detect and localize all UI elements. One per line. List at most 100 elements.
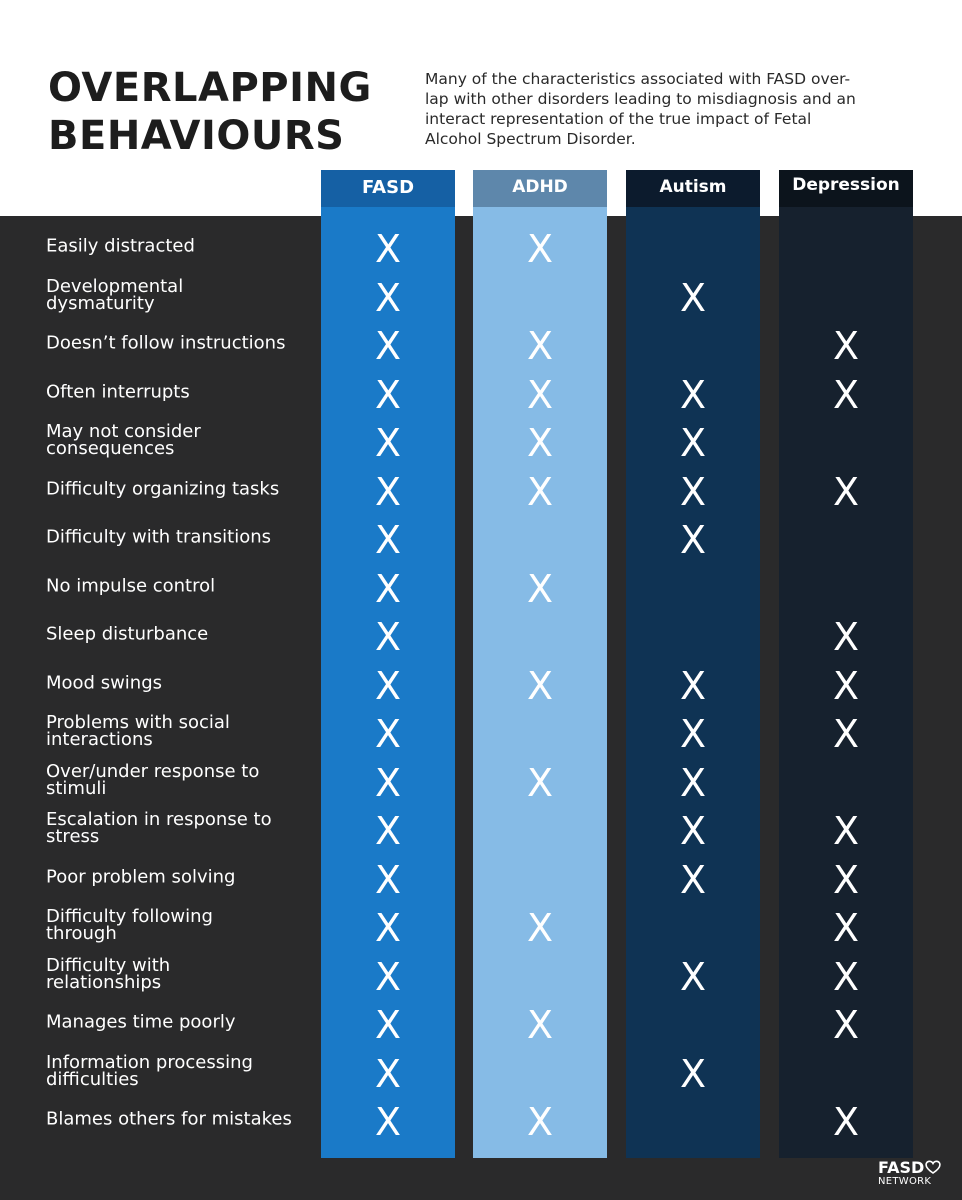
behaviour-label: Blames others for mistakes <box>46 1108 292 1130</box>
x-mark-fasd: X <box>374 469 402 514</box>
x-mark-fasd: X <box>374 1100 402 1145</box>
heart-icon <box>925 1160 942 1174</box>
x-mark-adhd: X <box>526 663 554 708</box>
x-mark-adhd: X <box>526 760 554 805</box>
x-mark-adhd: X <box>526 1100 554 1145</box>
x-mark-fasd: X <box>374 421 402 466</box>
x-mark-autism: X <box>679 809 707 854</box>
column-header-depression: Depression <box>779 170 913 207</box>
x-mark-fasd: X <box>374 663 402 708</box>
table-row: No impulse control X X <box>0 562 962 611</box>
x-mark-depression: X <box>832 615 860 660</box>
behaviour-label: Difficulty with transitions <box>46 526 272 548</box>
x-mark-depression: X <box>832 906 860 951</box>
logo-subtitle: NETWORK <box>878 1176 932 1187</box>
behaviour-label: Escalation in response to stress <box>46 809 272 848</box>
behaviour-label: Easily distracted <box>46 235 195 257</box>
x-mark-fasd: X <box>374 857 402 902</box>
x-mark-depression: X <box>832 372 860 417</box>
behaviour-label: Mood swings <box>46 672 163 694</box>
x-mark-fasd: X <box>374 227 402 272</box>
table-row: Difficulty organizing tasks X X X X <box>0 465 962 514</box>
behaviour-label: Problems with social interactions <box>46 712 230 751</box>
x-mark-adhd: X <box>526 566 554 611</box>
behaviour-label: Often interrupts <box>46 381 190 403</box>
x-mark-autism: X <box>679 760 707 805</box>
table-row: Mood swings X X X X <box>0 659 962 708</box>
behaviour-label: Information processing difficulties <box>46 1051 253 1090</box>
x-mark-autism: X <box>679 372 707 417</box>
behaviour-label: Sleep disturbance <box>46 623 209 645</box>
x-mark-depression: X <box>832 712 860 757</box>
x-mark-adhd: X <box>526 324 554 369</box>
x-mark-fasd: X <box>374 1051 402 1096</box>
x-mark-depression: X <box>832 1003 860 1048</box>
header-panel: OVERLAPPING BEHAVIOURS Many of the chara… <box>0 0 962 216</box>
table-row: Doesn’t follow instructions X X X <box>0 319 962 368</box>
table-row: Problems with social interactions X X X <box>0 707 962 756</box>
behaviour-label: Poor problem solving <box>46 866 236 888</box>
table-row: Developmental dysmaturity X X <box>0 271 962 320</box>
table-row: Over/under response to stimuli X X X <box>0 756 962 805</box>
column-band-adhd <box>473 207 607 1158</box>
table-row: Often interrupts X X X X <box>0 368 962 417</box>
fasd-network-logo: FASD NETWORK <box>878 1159 948 1188</box>
behaviour-label: Developmental dysmaturity <box>46 275 184 314</box>
x-mark-adhd: X <box>526 421 554 466</box>
x-mark-autism: X <box>679 518 707 563</box>
x-mark-adhd: X <box>526 1003 554 1048</box>
column-adhd: ADHD <box>473 170 607 1158</box>
x-mark-fasd: X <box>374 1003 402 1048</box>
table-row: Poor problem solving X X X <box>0 853 962 902</box>
behaviour-label: Manages time poorly <box>46 1011 236 1033</box>
behaviour-label: May not consider consequences <box>46 421 201 460</box>
column-band-fasd <box>321 207 455 1158</box>
x-mark-fasd: X <box>374 518 402 563</box>
x-mark-depression: X <box>832 809 860 854</box>
table-row: Escalation in response to stress X X X <box>0 804 962 853</box>
x-mark-fasd: X <box>374 809 402 854</box>
table-row: Easily distracted X X <box>0 222 962 271</box>
table-row: May not consider consequences X X X <box>0 416 962 465</box>
x-mark-autism: X <box>679 1051 707 1096</box>
x-mark-fasd: X <box>374 760 402 805</box>
behaviour-table: Easily distracted X X Developmental dysmatu… <box>0 222 962 1144</box>
intro-text: Many of the characteristics associated w… <box>425 70 856 148</box>
column-fasd: FASD <box>321 170 455 1158</box>
x-mark-autism: X <box>679 663 707 708</box>
behaviour-label: Over/under response to stimuli <box>46 760 260 799</box>
behaviour-label: Difficulty following through <box>46 906 213 945</box>
table-row: Blames others for mistakes X X X <box>0 1095 962 1144</box>
x-mark-adhd: X <box>526 227 554 272</box>
x-mark-depression: X <box>832 857 860 902</box>
column-header-adhd: ADHD <box>473 170 607 207</box>
x-mark-depression: X <box>832 469 860 514</box>
x-mark-fasd: X <box>374 372 402 417</box>
behaviour-label: Difficulty with relationships <box>46 954 171 993</box>
x-mark-fasd: X <box>374 324 402 369</box>
x-mark-autism: X <box>679 469 707 514</box>
x-mark-fasd: X <box>374 275 402 320</box>
x-mark-adhd: X <box>526 906 554 951</box>
x-mark-depression: X <box>832 324 860 369</box>
logo-name: FASD <box>878 1158 925 1177</box>
column-autism: Autism <box>626 170 760 1158</box>
x-mark-autism: X <box>679 275 707 320</box>
x-mark-fasd: X <box>374 566 402 611</box>
table-row: Difficulty following through X X X <box>0 901 962 950</box>
behaviour-label: Doesn’t follow instructions <box>46 332 286 354</box>
column-header-autism: Autism <box>626 170 760 207</box>
behaviour-label: No impulse control <box>46 575 216 597</box>
x-mark-fasd: X <box>374 954 402 999</box>
x-mark-adhd: X <box>526 469 554 514</box>
x-mark-autism: X <box>679 421 707 466</box>
table-row: Difficulty with relationships X X X <box>0 950 962 999</box>
x-mark-depression: X <box>832 954 860 999</box>
x-mark-autism: X <box>679 954 707 999</box>
x-mark-adhd: X <box>526 372 554 417</box>
table-row: Difficulty with transitions X X <box>0 513 962 562</box>
table-row: Information processing difficulties X X <box>0 1047 962 1096</box>
page-title: OVERLAPPING BEHAVIOURS <box>48 65 372 159</box>
table-row: Manages time poorly X X X <box>0 998 962 1047</box>
column-band-depression <box>779 207 913 1158</box>
